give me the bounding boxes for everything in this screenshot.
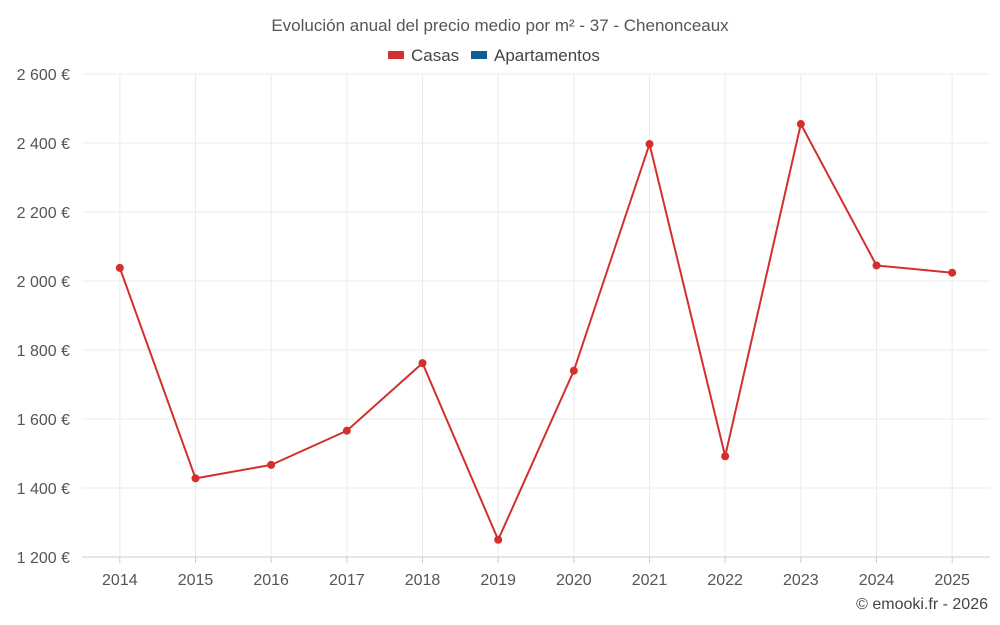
chart-title: Evolución anual del precio medio por m² … — [271, 16, 729, 35]
y-axis-ticks: 1 200 € 1 400 € 1 600 € 1 800 € 2 000 € 2 200… — [17, 67, 70, 567]
legend-swatch-casas — [388, 51, 404, 59]
legend: Casas Apartamentos — [388, 46, 600, 65]
x-axis-ticks: 2014 2015 2016 2017 2018 2019 2020 2021 2022 2023… — [102, 572, 970, 589]
data-point[interactable] — [948, 268, 957, 277]
grid — [82, 73, 990, 557]
y-tick-label: 1 200 € — [17, 550, 70, 567]
x-tick-label: 2019 — [480, 572, 516, 589]
y-tick-label: 2 400 € — [17, 136, 70, 153]
x-tick-label: 2017 — [329, 572, 365, 589]
series-line-casas — [118, 123, 953, 541]
data-point[interactable] — [796, 120, 805, 129]
data-point[interactable] — [645, 140, 654, 149]
data-point[interactable] — [569, 366, 578, 375]
y-tick-label: 2 600 € — [17, 67, 70, 84]
y-tick-label: 1 600 € — [17, 412, 70, 429]
series — [115, 120, 957, 544]
x-tick-label: 2014 — [102, 572, 138, 589]
x-tick-label: 2020 — [556, 572, 592, 589]
x-tick-label: 2016 — [253, 572, 289, 589]
data-point[interactable] — [267, 460, 276, 469]
x-tick-label: 2015 — [178, 572, 214, 589]
legend-item-casas[interactable]: Casas — [388, 46, 459, 65]
legend-label-casas: Casas — [411, 46, 459, 65]
x-tick-label: 2021 — [632, 572, 668, 589]
data-point[interactable] — [115, 263, 124, 272]
x-tick-label: 2024 — [859, 572, 895, 589]
x-tick-label: 2025 — [934, 572, 970, 589]
data-point[interactable] — [721, 452, 730, 461]
data-point[interactable] — [342, 426, 351, 435]
legend-label-apartamentos: Apartamentos — [494, 46, 600, 65]
y-tick-label: 1 400 € — [17, 481, 70, 498]
credit-text: © emooki.fr - 2026 — [856, 596, 988, 613]
y-tick-label: 2 000 € — [17, 274, 70, 291]
axes — [82, 556, 990, 563]
data-point[interactable] — [418, 359, 427, 368]
data-point[interactable] — [872, 261, 881, 270]
legend-item-apartamentos[interactable]: Apartamentos — [471, 46, 600, 65]
legend-swatch-apartamentos — [471, 51, 487, 59]
x-tick-label: 2023 — [783, 572, 819, 589]
data-point[interactable] — [191, 474, 200, 483]
data-point[interactable] — [494, 535, 503, 544]
x-tick-label: 2018 — [405, 572, 441, 589]
y-tick-label: 2 200 € — [17, 205, 70, 222]
y-tick-label: 1 800 € — [17, 343, 70, 360]
x-tick-label: 2022 — [707, 572, 743, 589]
